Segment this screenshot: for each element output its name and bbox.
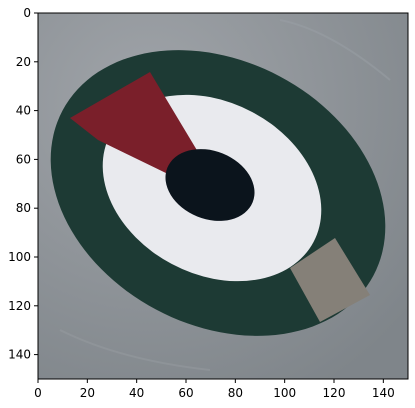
y-axis: 0 20 40 60 80 100 120 140 (8, 6, 38, 362)
axes-frame (37, 12, 409, 380)
red-segment (70, 72, 198, 175)
x-tick-label: 40 (129, 386, 144, 400)
y-tick-label: 20 (16, 55, 31, 69)
y-tick-label: 60 (16, 152, 31, 166)
y-tick-label: 100 (8, 250, 31, 264)
surface-scratch (59, 329, 211, 371)
y-tick-label: 120 (8, 299, 31, 313)
x-tick-label: 80 (228, 386, 243, 400)
y-tick-label: 40 (16, 104, 31, 118)
x-tick-label: 140 (372, 386, 395, 400)
surface-scratch (279, 19, 391, 81)
x-tick-label: 100 (273, 386, 296, 400)
x-tick-label: 20 (80, 386, 95, 400)
x-tick-label: 120 (323, 386, 346, 400)
gray-patch (290, 238, 370, 322)
x-tick-label: 0 (34, 386, 42, 400)
x-tick-label: 60 (178, 386, 193, 400)
y-tick-label: 80 (16, 201, 31, 215)
y-tick-label: 0 (23, 6, 31, 20)
y-tick-label: 140 (8, 348, 31, 362)
x-axis: 0 20 40 60 80 100 120 140 (34, 379, 395, 400)
photo-area (38, 13, 408, 379)
center-disc (165, 149, 255, 221)
